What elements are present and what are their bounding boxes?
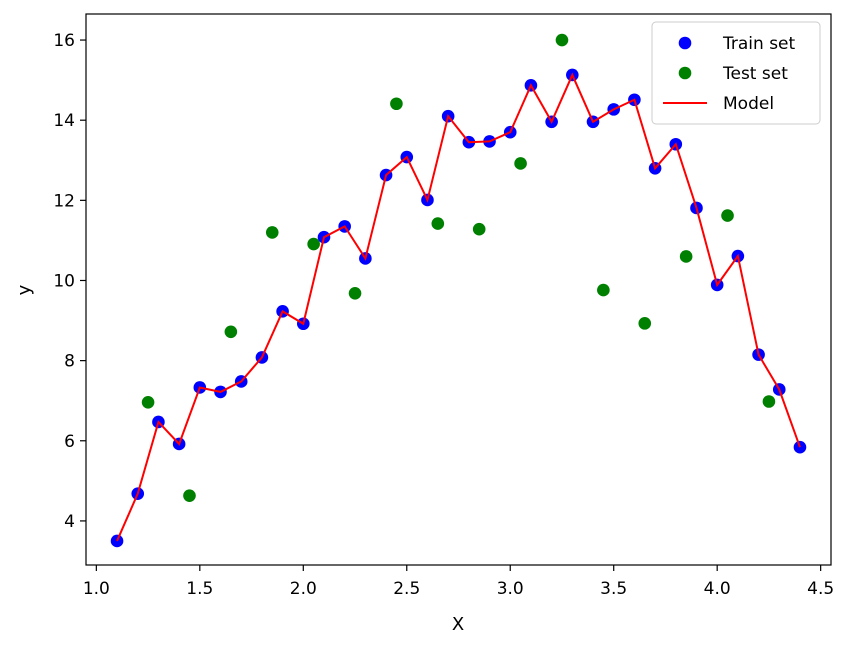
test-set-point [555, 33, 569, 47]
test-set-point [679, 250, 693, 263]
test-set-point [472, 222, 486, 236]
x-tick-label: 3.0 [497, 579, 524, 599]
test-set-point [183, 489, 196, 502]
train-set-point [110, 534, 124, 548]
axes: 1.0 1.5 2.0 2.5 3.0 3.5 4.0 4.5 4 6 8 10 12 14 16 [53, 13, 834, 599]
y-tick-label: 10 [53, 271, 75, 291]
test-set-point [141, 396, 155, 409]
y-tick-label: 12 [53, 191, 75, 211]
legend-test-set-marker [678, 66, 692, 80]
x-tick-label: 4.5 [807, 579, 834, 599]
y-tick-label: 4 [64, 512, 75, 532]
test-set-point [348, 287, 362, 300]
legend-test-set-label: Test set [722, 64, 788, 84]
y-tick-label: 14 [53, 111, 75, 131]
y-tick-label: 8 [64, 352, 75, 372]
test-set-point [390, 97, 403, 111]
test-set-point [762, 395, 776, 408]
test-set-point [224, 325, 238, 339]
x-tick-label: 1.0 [83, 579, 110, 599]
test-set-point [597, 283, 610, 297]
plot-frame [85, 13, 832, 566]
legend-box [651, 21, 821, 125]
x-tick-label: 3.5 [600, 579, 627, 599]
legend-train-set-marker [678, 36, 692, 50]
plot-marks [110, 33, 807, 548]
legend-model-label: Model [723, 94, 774, 114]
x-axis-label: X [452, 614, 464, 635]
x-tick-label: 1.5 [186, 579, 213, 599]
legend: Train set Test set Model [651, 21, 821, 125]
model-line [116, 72, 801, 542]
x-tick-label: 4.0 [704, 579, 731, 599]
test-set-point [514, 157, 527, 170]
test-set-point [721, 209, 734, 222]
test-set-point [638, 317, 652, 330]
x-tick-label: 2.0 [290, 579, 317, 599]
test-set-point [307, 237, 320, 251]
x-tick-label: 2.5 [393, 579, 420, 599]
test-set-point [431, 217, 445, 230]
legend-train-set-label: Train set [722, 34, 796, 54]
y-tick-label: 16 [53, 31, 75, 51]
y-axis-label: y [14, 284, 35, 295]
y-tick-label: 6 [64, 432, 75, 452]
test-set-point [265, 226, 279, 239]
